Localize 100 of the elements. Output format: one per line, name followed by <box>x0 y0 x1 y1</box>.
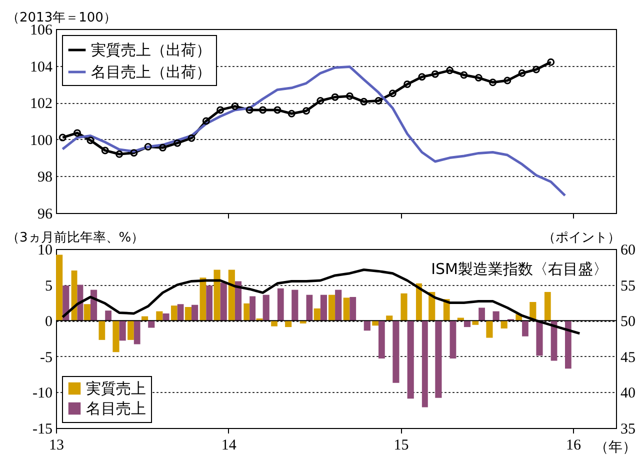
y-tick-label: 96 <box>38 206 53 222</box>
point <box>101 146 109 154</box>
y-tick-label: -15 <box>32 422 52 438</box>
bar <box>422 320 428 408</box>
y-tick-label: -5 <box>40 350 52 366</box>
y-tick-label: 106 <box>30 22 53 38</box>
bar <box>214 270 220 321</box>
bar <box>285 320 292 328</box>
bar <box>450 320 456 359</box>
bar <box>335 290 342 321</box>
point <box>288 110 296 118</box>
legend-label: 名目売上（出荷） <box>91 63 211 81</box>
bar <box>234 281 242 321</box>
bar <box>244 303 250 321</box>
point <box>231 102 239 110</box>
bar <box>206 286 213 321</box>
bar <box>148 320 155 328</box>
bar <box>478 308 485 321</box>
point <box>116 150 124 158</box>
bar <box>464 320 471 328</box>
point <box>374 97 382 105</box>
bar <box>228 270 235 321</box>
legend-label: 実質売上 <box>86 380 146 398</box>
bar <box>378 320 385 359</box>
point <box>316 97 324 105</box>
point <box>346 92 354 100</box>
point <box>86 136 94 144</box>
y-tick-label: 10 <box>38 242 52 258</box>
point <box>404 80 412 88</box>
series-label: ISM製造業指数〈右目盛〉 <box>431 260 608 278</box>
point <box>532 66 540 74</box>
point <box>174 139 182 147</box>
bar <box>350 296 356 321</box>
bar <box>343 298 350 321</box>
bar <box>134 320 140 344</box>
point <box>504 76 512 84</box>
bar <box>306 294 313 321</box>
bar <box>98 320 106 340</box>
y-tick-label: 5 <box>45 278 52 294</box>
bar <box>262 294 270 321</box>
y-tick-label: 0 <box>45 314 52 330</box>
bar <box>407 320 414 399</box>
y-tick-label: 104 <box>30 59 53 76</box>
y2-tick-label: 55 <box>620 278 636 294</box>
x-tick-label: 13 <box>49 438 64 454</box>
bar <box>271 320 278 326</box>
bar <box>435 320 442 398</box>
bar <box>105 310 112 321</box>
point <box>446 66 454 74</box>
point <box>518 69 526 77</box>
point <box>259 106 267 114</box>
bar <box>56 254 63 321</box>
y2-tick-label: 35 <box>620 422 636 438</box>
bar <box>486 320 493 338</box>
bar <box>128 320 134 340</box>
bar <box>277 288 284 321</box>
point <box>202 117 210 125</box>
bar <box>292 290 298 321</box>
point <box>489 78 497 86</box>
point <box>474 74 482 82</box>
x-tick-label: 14 <box>221 438 237 454</box>
bar <box>372 320 378 326</box>
y2-tick-label: 45 <box>620 350 636 366</box>
x-tick-label: 16 <box>566 438 582 454</box>
bar <box>112 320 120 352</box>
x-axis-title: （年） <box>594 440 636 456</box>
y2-tick-label: 60 <box>620 242 636 258</box>
legend-label: 名目売上 <box>86 400 146 418</box>
y-tick-label: 98 <box>38 170 52 186</box>
y2-tick-label: 40 <box>620 386 636 402</box>
bar <box>170 306 178 321</box>
bar <box>177 304 184 321</box>
x-tick-label: 15 <box>394 438 409 454</box>
point <box>460 71 468 79</box>
bar <box>544 292 551 321</box>
bar <box>220 282 227 321</box>
bar <box>565 320 572 369</box>
bar <box>536 320 543 356</box>
point <box>188 134 196 142</box>
bar <box>192 304 198 321</box>
bar <box>328 294 336 321</box>
point <box>130 149 138 157</box>
point <box>302 107 310 115</box>
point <box>431 70 439 78</box>
point <box>274 106 282 114</box>
point <box>158 144 166 152</box>
point <box>216 106 224 114</box>
y-tick-label: -10 <box>32 386 52 402</box>
y-tick-label: 100 <box>30 132 52 149</box>
bar <box>400 293 408 321</box>
point <box>74 129 81 137</box>
point <box>331 93 339 101</box>
point <box>388 90 396 98</box>
bar <box>84 304 90 321</box>
y-axis-title: （3ヵ月前比年率、%） <box>6 230 144 246</box>
bar <box>156 311 163 321</box>
bar <box>119 320 126 341</box>
bar <box>364 320 370 331</box>
point <box>360 98 368 106</box>
y2-axis-title: （ポイント） <box>542 230 620 246</box>
